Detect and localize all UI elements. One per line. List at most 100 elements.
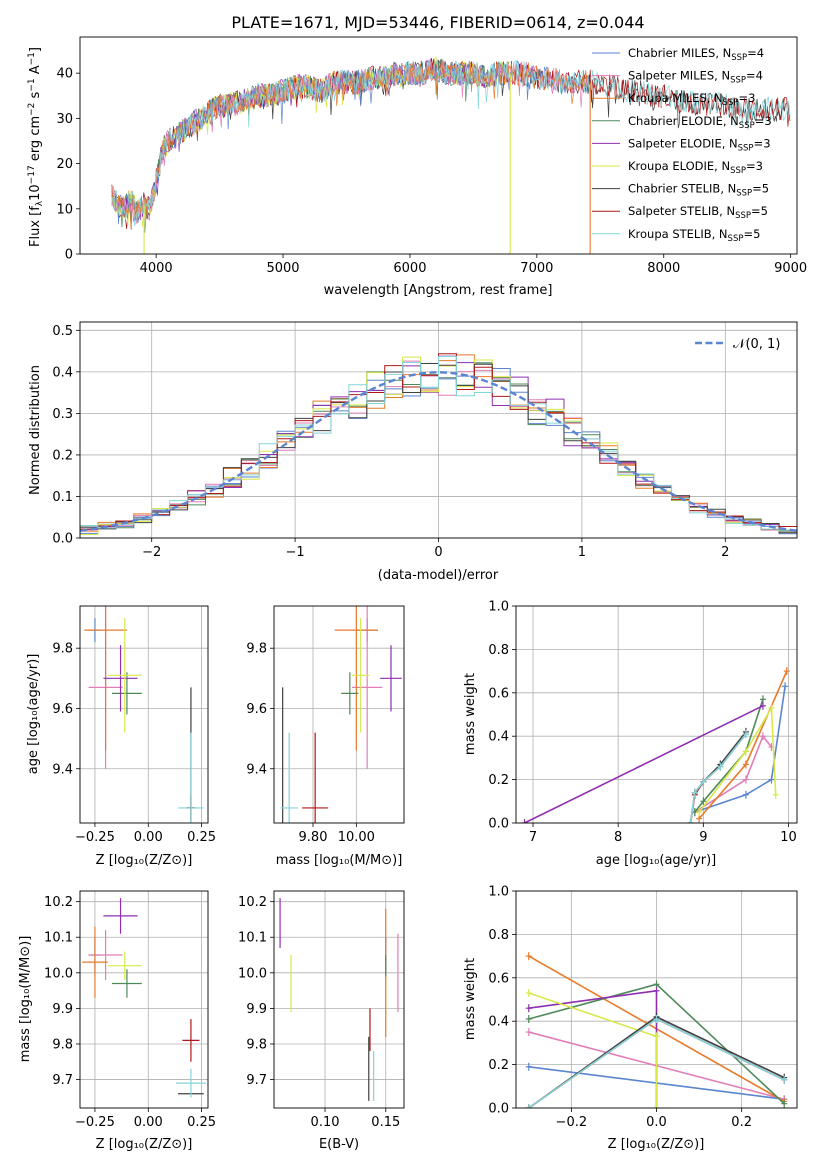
residuals-ytick-label: 0.5 [52,324,73,339]
age_vs_Z-ytick-label: 9.8 [52,642,73,657]
residuals-ytick-label: 0.4 [52,365,73,380]
residuals-xtick-label: 0 [434,545,442,560]
legend-model-name: Salpeter ELODIE, N [628,136,738,150]
weight_vs_Z-axes: −0.2 0.0 0.2 0.0 0.2 0.4 0.6 0.8 1.0 Z [log₁₀(Z/Z… [463,885,798,1152]
legend-nssp-value: =3 [738,91,755,105]
mass_vs_ebv-ytick-label: 9.9 [246,1002,267,1017]
weight_vs_Z-xlabel: Z [log₁₀(Z/Z⊙)] [608,1137,705,1152]
legend-model-name: Kroupa ELODIE, N [628,159,730,173]
age_vs_Z-ylabel: age [log₁₀(age/yr)] [26,654,41,775]
legend-entry: Kroupa ELODIE, NSSP=3 [628,159,763,176]
weight_vs_Z-ytick-label: 1.0 [488,885,509,900]
mass_vs_ebv-ytick-label: 10.1 [238,931,267,946]
legend-nssp-value: =4 [746,69,763,83]
weight_vs_age-plot-area [521,667,790,823]
legend-model-name: Chabrier ELODIE, N [628,114,739,128]
mass_vs_ebv-axes: 0.10 0.15 9.7 9.8 9.9 10.0 10.1 10.2 E(B-V) [238,890,405,1152]
spectrum-ytick-label: 0 [65,248,73,263]
age_vs_mass-xtick-label: 9.80 [299,830,328,845]
weight_vs_Z-ytick-label: 0.2 [488,1058,509,1073]
figure-title: PLATE=1671, MJD=53446, FIBERID=0614, z=0… [231,13,644,32]
legend-entry: Chabrier STELIB, NSSP=5 [628,182,769,199]
weight_vs_age-ytick-label: 0.8 [488,643,509,658]
legend-nssp-value: =3 [754,136,771,150]
mass_vs_ebv-ytick-label: 9.7 [246,1073,267,1088]
mass_vs_Z-ytick-label: 10.0 [44,966,73,981]
age_vs_Z-xtick-label: 0.00 [134,830,163,845]
weight_vs_age-xtick-label: 7 [529,830,537,845]
legend-subscript: SSP [723,98,739,108]
spectrum-ylabel: Flux [fλ10−17 erg cm−2 s−1 A−1] [27,47,45,247]
legend-subscript: SSP [739,121,755,131]
spectrum-ylabel-part: −17 [27,165,37,184]
legend-model-name: Salpeter MILES, N [628,69,730,83]
residuals-plot-area [80,353,797,538]
spectrum-ytick-label: 20 [56,157,73,172]
residuals-ylabel: Normed distribution [28,365,43,495]
legend-nssp-value: =5 [751,204,768,218]
legend-model-name: Kroupa MILES, N [628,91,723,105]
spectrum-ytick-label: 40 [56,67,73,82]
age_vs_mass-ytick-label: 9.8 [246,642,267,657]
mass_vs_ebv-frame [273,890,405,1109]
legend-nssp-value: =3 [746,159,763,173]
spectrum-ytick-label: 30 [56,112,73,127]
age_vs_mass-ytick-label: 9.4 [246,762,267,777]
mass_vs_Z-ylabel: mass [log₁₀(M/M⊙)] [18,936,33,1063]
mass-weight-line [694,734,773,813]
weight_vs_Z-ylabel: mass weight [463,958,478,1040]
spectrum-plot-area [111,56,791,254]
mass_vs_Z-xtick-label: 0.25 [187,1115,216,1130]
mass_vs_Z-frame [79,890,209,1109]
weight_vs_Z-ytick-label: 0.0 [488,1102,509,1117]
mass_vs_Z-xtick-label: 0.00 [134,1115,163,1130]
weight_vs_Z-frame [515,890,798,1109]
mass_vs_Z-xtick-label: −0.25 [75,1115,115,1130]
weight_vs_age-xlabel: age [log₁₀(age/yr)] [596,853,717,868]
age_vs_mass-xlabel: mass [log₁₀(M/M⊙)] [276,853,403,868]
spectrum-xlabel: wavelength [Angstrom, rest frame] [324,283,553,298]
legend-entry: Kroupa MILES, NSSP=3 [628,91,755,108]
weight_vs_Z-plot-area [525,952,788,1108]
legend-entry: Salpeter ELODIE, NSSP=3 [628,136,771,153]
mass_vs_Z-ytick-label: 9.7 [52,1073,73,1088]
spectrum-axes: 4000 5000 6000 7000 8000 9000 0 10 20 30 40 wavelen… [27,36,807,298]
weight_vs_age-xtick-label: 8 [614,830,622,845]
weight_vs_age-xtick-label: 9 [699,830,707,845]
mass_vs_ebv-ytick-label: 10.2 [238,895,267,910]
weight_vs_Z-ytick-label: 0.8 [488,928,509,943]
weight_vs_age-ytick-label: 0.4 [488,730,509,745]
residuals-ytick-label: 0.2 [52,448,73,463]
mass-weight-line [694,699,764,813]
age_vs_Z-axes: −0.25 0.00 0.25 9.4 9.6 9.8 Z [log₁₀(Z/Z⊙)] age… [26,605,216,868]
weight_vs_Z-ytick-label: 0.6 [488,971,509,986]
spectrum-xtick-label: 8000 [647,261,680,276]
residuals-ytick-label: 0.1 [52,490,73,505]
residuals-xtick-label: 1 [578,545,586,560]
spectrum-xtick-label: 4000 [140,261,173,276]
mass_vs_ebv-xlabel: E(B-V) [319,1137,359,1152]
legend-nssp-value: =5 [752,182,769,196]
legend-subscript: SSP [731,53,747,63]
weight_vs_age-ytick-label: 1.0 [488,600,509,615]
legend-model-name: Kroupa STELIB, N [628,227,728,241]
residuals-xtick-label: 2 [721,545,729,560]
age_vs_mass-xtick-label: 10.00 [338,830,375,845]
spectrum-xtick-label: 9000 [774,261,807,276]
legend-subscript: SSP [730,166,746,176]
spectrum-ylabel-part: Flux [f [28,206,43,247]
mass_vs_Z-ytick-label: 10.1 [44,931,73,946]
legend-nssp-value: =3 [755,114,772,128]
legend-model-name: Salpeter STELIB, N [628,204,735,218]
weight_vs_age-ytick-label: 0.6 [488,686,509,701]
legend-nssp-value: =4 [747,46,764,60]
weight_vs_Z-ytick-label: 0.4 [488,1015,509,1030]
spectrum-frame [79,36,798,255]
mass_vs_ebv-xtick-label: 0.10 [311,1115,340,1130]
weight_vs_Z-xtick-label: 0.2 [731,1115,752,1130]
legend-entry: Kroupa STELIB, NSSP=5 [628,227,760,244]
weight_vs_age-ytick-label: 0.0 [488,817,509,832]
weight_vs_age-xtick-label: 10 [780,830,797,845]
weight_vs_age-frame [515,605,798,824]
